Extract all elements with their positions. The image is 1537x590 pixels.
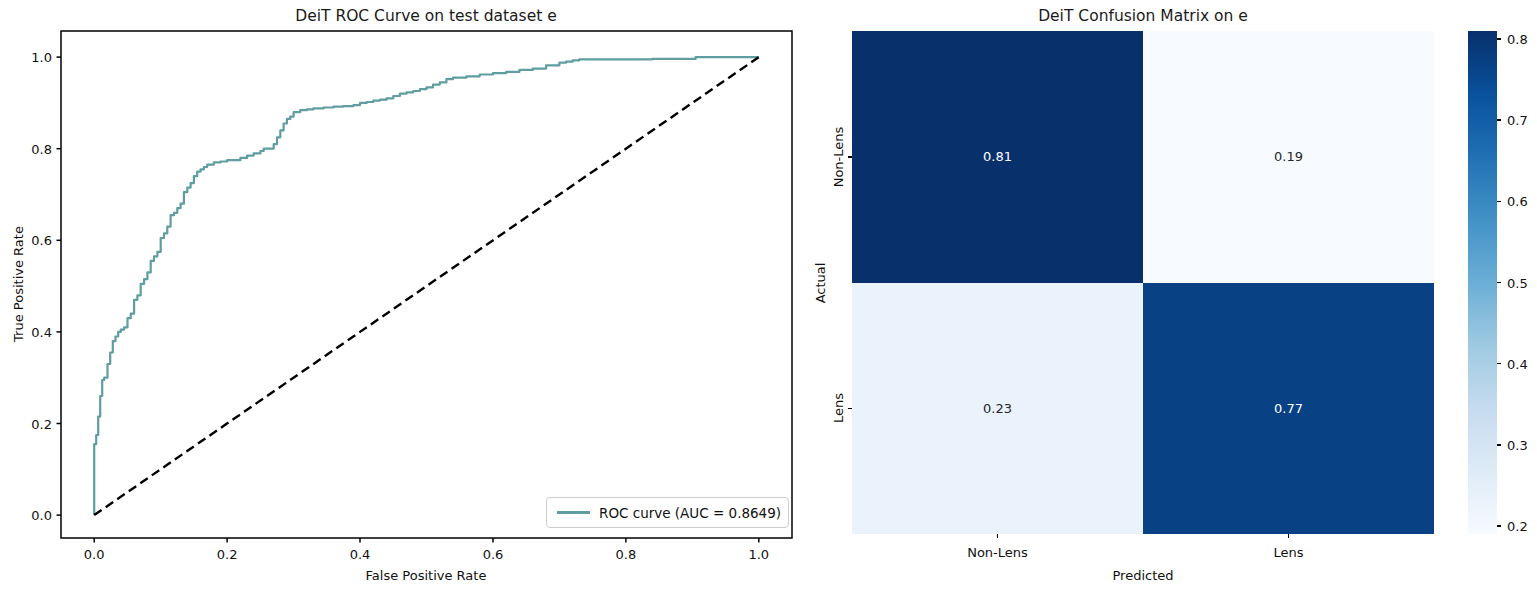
cm-cell-value: 0.81 xyxy=(983,150,1012,163)
roc-chance-line xyxy=(94,57,759,515)
cm-y-tick xyxy=(848,156,852,158)
colorbar-tick xyxy=(1497,282,1501,284)
cm-x-tick xyxy=(1288,534,1290,538)
colorbar-tick xyxy=(1497,119,1501,121)
cm-x-tick-label: Lens xyxy=(1273,546,1303,559)
cm-cell-value: 0.19 xyxy=(1274,150,1303,163)
cm-y-tick-label: Non-Lens xyxy=(832,126,845,187)
roc-y-tick-label: 0.4 xyxy=(31,325,52,338)
figure-canvas: DeiT ROC Curve on test dataset e False P… xyxy=(0,0,1537,590)
roc-x-tick-label: 1.0 xyxy=(748,548,769,561)
roc-x-tick-label: 0.6 xyxy=(483,548,504,561)
cm-cell-value: 0.23 xyxy=(983,402,1012,415)
roc-y-tick-label: 1.0 xyxy=(31,51,52,64)
colorbar-tick xyxy=(1497,38,1501,40)
cm-title: DeiT Confusion Matrix on e xyxy=(1038,7,1248,25)
roc-x-tick-label: 0.8 xyxy=(616,548,637,561)
cm-cell: 0.19 xyxy=(1143,31,1434,283)
roc-yaxis-label: True Positive Rate xyxy=(12,226,25,342)
cm-x-tick-label: Non-Lens xyxy=(967,546,1028,559)
roc-x-tick-label: 0.4 xyxy=(350,548,371,561)
roc-y-tick-label: 0.8 xyxy=(31,142,52,155)
colorbar-tick xyxy=(1497,363,1501,365)
cm-y-tick xyxy=(848,408,852,410)
roc-y-tick-label: 0.2 xyxy=(31,417,52,430)
colorbar-tick xyxy=(1497,525,1501,527)
cm-colorbar xyxy=(1468,31,1497,534)
cm-cell: 0.77 xyxy=(1143,283,1434,535)
colorbar-tick-label: 0.3 xyxy=(1507,438,1528,451)
colorbar-tick-label: 0.5 xyxy=(1507,276,1528,289)
roc-x-tick-label: 0.0 xyxy=(84,548,105,561)
cm-cell: 0.81 xyxy=(852,31,1143,283)
cm-cell-value: 0.77 xyxy=(1274,402,1303,415)
colorbar-tick-label: 0.2 xyxy=(1507,519,1528,532)
roc-y-tick-label: 0.0 xyxy=(31,509,52,522)
colorbar-tick-label: 0.6 xyxy=(1507,195,1528,208)
roc-x-tick-label: 0.2 xyxy=(217,548,238,561)
cm-x-tick xyxy=(997,534,999,538)
roc-axes-frame xyxy=(61,31,792,538)
colorbar-tick xyxy=(1497,201,1501,203)
colorbar-tick xyxy=(1497,444,1501,446)
roc-xaxis-label: False Positive Rate xyxy=(366,569,487,582)
roc-legend: ROC curve (AUC = 0.8649) xyxy=(546,497,789,528)
colorbar-tick-label: 0.7 xyxy=(1507,114,1528,127)
cm-xaxis-label: Predicted xyxy=(1112,569,1173,582)
cm-cell: 0.23 xyxy=(852,283,1143,535)
cm-yaxis-label: Actual xyxy=(814,263,827,304)
roc-legend-label: ROC curve (AUC = 0.8649) xyxy=(599,505,781,521)
colorbar-tick-label: 0.4 xyxy=(1507,357,1528,370)
colorbar-tick-label: 0.8 xyxy=(1507,33,1528,46)
roc-y-tick-label: 0.6 xyxy=(31,234,52,247)
roc-legend-line-sample xyxy=(557,511,590,514)
cm-y-tick-label: Lens xyxy=(832,393,845,423)
